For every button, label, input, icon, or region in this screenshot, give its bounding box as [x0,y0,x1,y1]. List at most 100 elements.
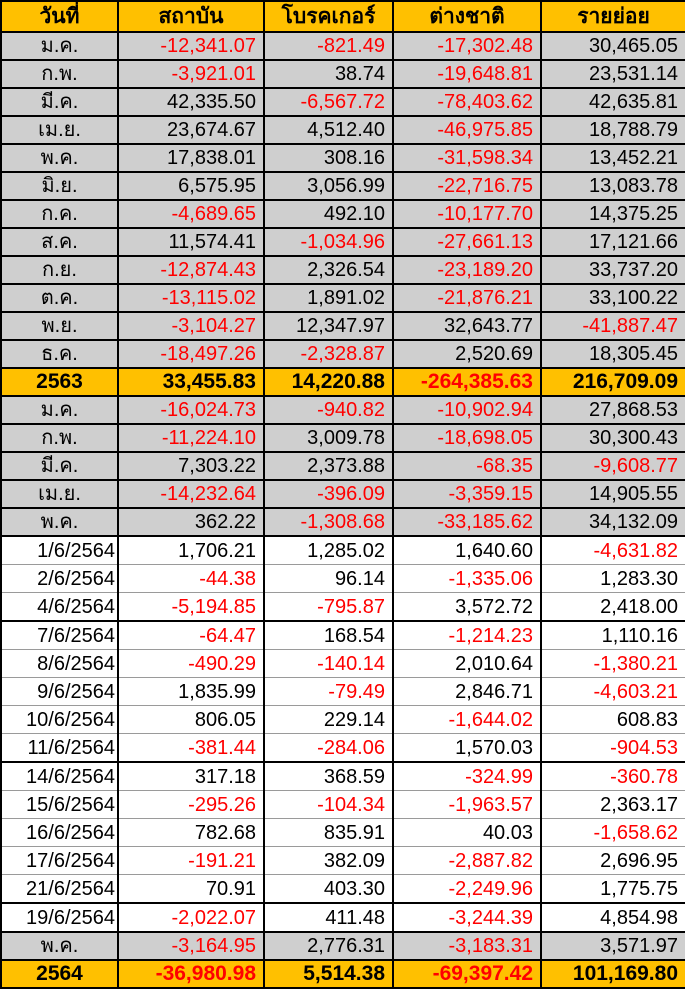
value-cell: 13,083.78 [540,171,685,201]
value-cell: 33,455.83 [117,367,265,397]
value-cell: -17,302.48 [392,31,542,61]
row-label: 19/6/2564 [0,902,119,933]
value-cell: -36,980.98 [117,959,265,989]
row-label: 15/6/2564 [0,790,119,819]
value-cell: 4,854.98 [540,902,685,933]
monthly-row: ก.พ. -11,224.10 3,009.78 -18,698.05 30,300.4… [0,423,685,453]
value-cell: 23,674.67 [117,115,265,145]
value-cell: 33,737.20 [540,255,685,285]
row-label: ก.ย. [0,255,119,285]
value-cell: 1,835.99 [117,677,265,706]
value-cell: 1,775.75 [540,874,685,904]
row-label: ก.พ. [0,423,119,453]
value-cell: -264,385.63 [392,367,542,397]
monthly-row: ก.พ. -3,921.01 38.74 -19,648.81 23,531.14 [0,59,685,89]
value-cell: -904.53 [540,733,685,763]
value-cell: 27,868.53 [540,395,685,425]
value-cell: 33,100.22 [540,283,685,313]
value-cell: -27,661.13 [392,227,542,257]
value-cell: -78,403.62 [392,87,542,117]
row-label: 2563 [0,367,119,397]
value-cell: 2,326.54 [263,255,394,285]
value-cell: -940.82 [263,395,394,425]
value-cell: 2,520.69 [392,339,542,369]
value-cell: 403.30 [263,874,394,904]
value-cell: 3,572.72 [392,592,542,622]
value-cell: -9,608.77 [540,451,685,481]
row-label: 17/6/2564 [0,846,119,875]
value-cell: 40.03 [392,818,542,847]
value-cell: -21,876.21 [392,283,542,313]
monthly-row: ก.ค. -4,689.65 492.10 -10,177.70 14,375.25 [0,199,685,229]
row-label: 21/6/2564 [0,874,119,904]
monthly-row: ต.ค. -13,115.02 1,891.02 -21,876.21 33,100.2… [0,283,685,313]
value-cell: -14,232.64 [117,479,265,509]
value-cell: -41,887.47 [540,311,685,341]
value-cell: -360.78 [540,761,685,791]
value-cell: -1,380.21 [540,649,685,678]
value-cell: -4,689.65 [117,199,265,229]
monthly-row: พ.ค. 362.22 -1,308.68 -33,185.62 34,132.09 [0,507,685,537]
daily-row: 1/6/2564 1,706.21 1,285.02 1,640.60 -4,631.8… [0,535,685,565]
value-cell: -324.99 [392,761,542,791]
monthly-row: ม.ค. -12,341.07 -821.49 -17,302.48 30,465.05 [0,31,685,61]
value-cell: -69,397.42 [392,959,542,989]
value-cell: 368.59 [263,761,394,791]
value-cell: -3,921.01 [117,59,265,89]
value-cell: -23,189.20 [392,255,542,285]
value-cell: -3,244.39 [392,902,542,933]
monthly-row: ส.ค. 11,574.41 -1,034.96 -27,661.13 17,121.6… [0,227,685,257]
value-cell: 18,788.79 [540,115,685,145]
value-cell: -68.35 [392,451,542,481]
daily-row: 7/6/2564 -64.47 168.54 -1,214.23 1,110.16 [0,620,685,650]
value-cell: 14,220.88 [263,367,394,397]
value-cell: 3,009.78 [263,423,394,453]
header-cell-foreign: ต่างชาติ [392,0,542,33]
daily-row: 4/6/2564 -5,194.85 -795.87 3,572.72 2,418.00 [0,592,685,622]
table-body: ม.ค. -12,341.07 -821.49 -17,302.48 30,465.05… [0,31,685,989]
value-cell: 3,571.97 [540,931,685,961]
value-cell: -381.44 [117,733,265,763]
row-label: ม.ค. [0,31,119,61]
value-cell: -284.06 [263,733,394,763]
value-cell: 835.91 [263,818,394,847]
value-cell: -18,698.05 [392,423,542,453]
monthly-row: มี.ค. 42,335.50 -6,567.72 -78,403.62 42,635.… [0,87,685,117]
row-label: พ.ค. [0,143,119,173]
value-cell: -12,874.43 [117,255,265,285]
value-cell: 42,635.81 [540,87,685,117]
value-cell: 308.16 [263,143,394,173]
row-label: 2/6/2564 [0,564,119,593]
value-cell: -12,341.07 [117,31,265,61]
value-cell: 216,709.09 [540,367,685,397]
value-cell: -79.49 [263,677,394,706]
value-cell: 492.10 [263,199,394,229]
value-cell: -2,887.82 [392,846,542,875]
value-cell: 101,169.80 [540,959,685,989]
daily-row: 9/6/2564 1,835.99 -79.49 2,846.71 -4,603.21 [0,677,685,706]
value-cell: 5,514.38 [263,959,394,989]
row-label: 9/6/2564 [0,677,119,706]
daily-row: 10/6/2564 806.05 229.14 -1,644.02 608.83 [0,705,685,734]
value-cell: -140.14 [263,649,394,678]
value-cell: -2,022.07 [117,902,265,933]
value-cell: -64.47 [117,620,265,650]
value-cell: 70.91 [117,874,265,904]
monthly-row: พ.ค. -3,164.95 2,776.31 -3,183.31 3,571.97 [0,931,685,961]
value-cell: 317.18 [117,761,265,791]
value-cell: -396.09 [263,479,394,509]
value-cell: -104.34 [263,790,394,819]
value-cell: -821.49 [263,31,394,61]
value-cell: 411.48 [263,902,394,933]
row-label: เม.ย. [0,479,119,509]
value-cell: 7,303.22 [117,451,265,481]
row-label: มี.ค. [0,87,119,117]
value-cell: -31,598.34 [392,143,542,173]
value-cell: -1,214.23 [392,620,542,650]
value-cell: -22,716.75 [392,171,542,201]
monthly-row: พ.ค. 17,838.01 308.16 -31,598.34 13,452.21 [0,143,685,173]
value-cell: -191.21 [117,846,265,875]
value-cell: 14,905.55 [540,479,685,509]
value-cell: 1,285.02 [263,535,394,565]
value-cell: -44.38 [117,564,265,593]
